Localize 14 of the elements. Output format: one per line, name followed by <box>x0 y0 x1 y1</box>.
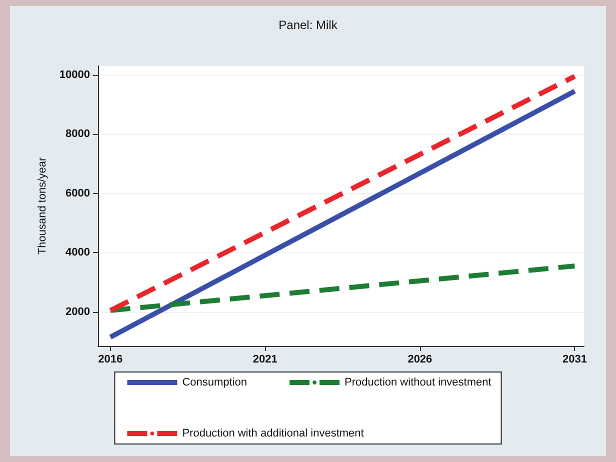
y-tick-label: 4000 <box>66 246 90 259</box>
chart-title: Panel: Milk <box>278 18 338 32</box>
y-tick-label: 6000 <box>66 187 90 200</box>
y-tick-label: 2000 <box>66 306 90 318</box>
x-tick-label: 2021 <box>252 354 278 366</box>
x-tick-label: 2016 <box>98 354 123 366</box>
legend-label: Production without investment <box>344 376 492 388</box>
y-tick-label: 8000 <box>66 128 90 140</box>
x-tick-label: 2031 <box>562 354 587 366</box>
legend-label: Consumption <box>182 376 248 388</box>
y-axis-title: Thousand tons/year <box>36 157 48 255</box>
legend-label: Production with additional investment <box>182 428 364 440</box>
y-tick-label: 10000 <box>59 68 90 81</box>
x-tick-label: 2026 <box>408 354 432 366</box>
